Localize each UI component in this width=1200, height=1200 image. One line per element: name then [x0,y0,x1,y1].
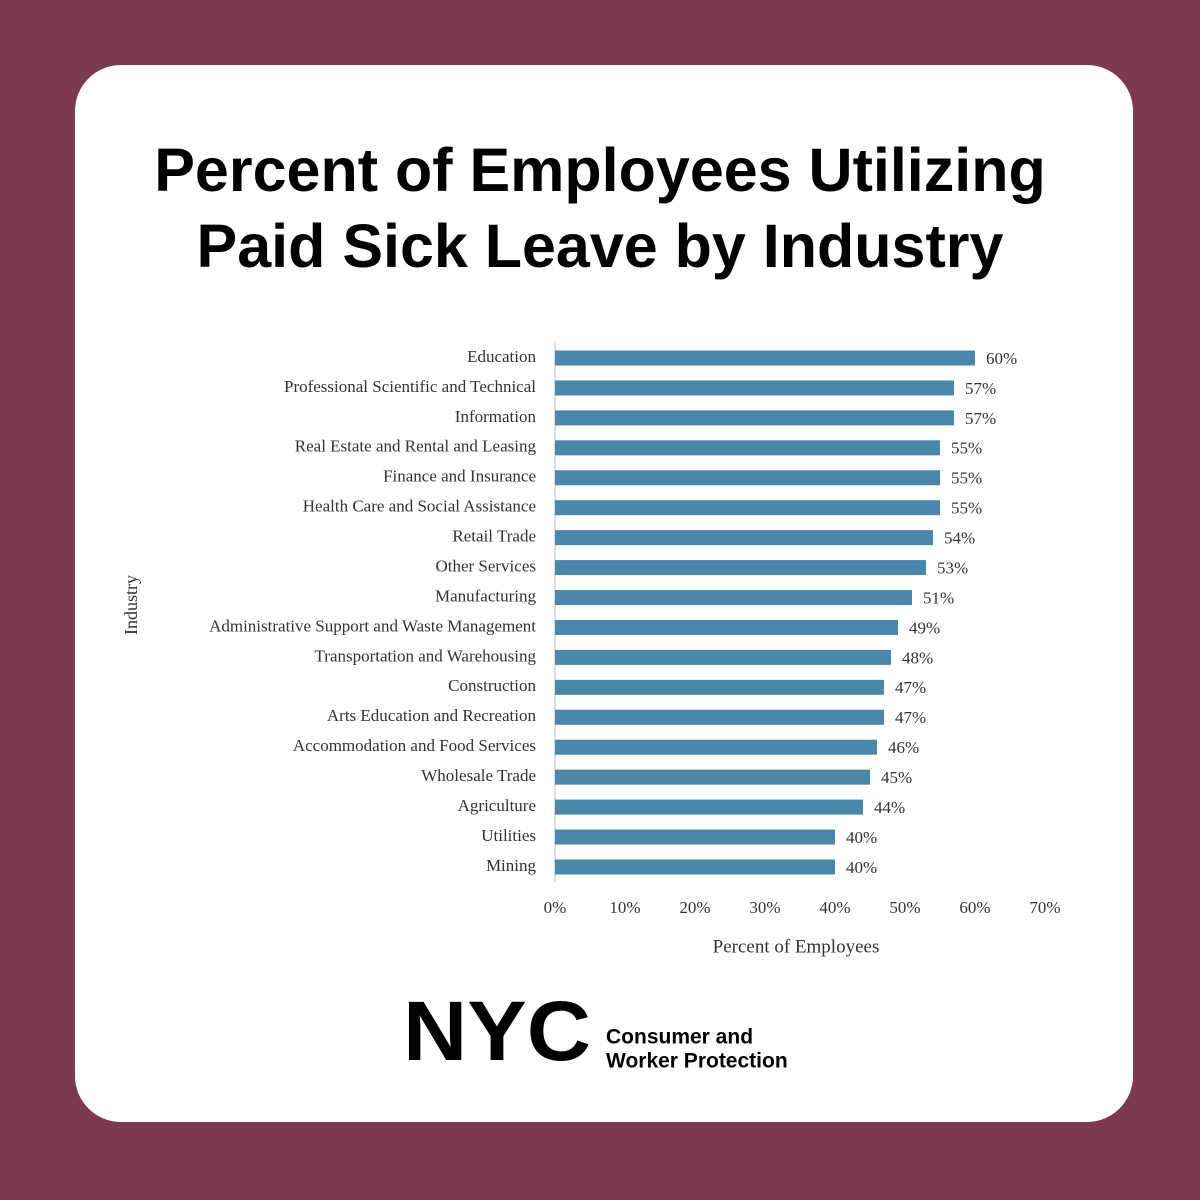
data-label: 53% [937,558,968,577]
data-label: 51% [923,588,954,607]
y-tick-label: Administrative Support and Waste Managem… [209,616,536,635]
bar [555,859,835,875]
data-label: 57% [965,379,996,398]
bar [555,619,898,635]
x-axis-title: Percent of Employees [713,936,880,957]
bar [555,739,877,755]
data-label: 44% [874,798,905,817]
logo-text: Worker Protection [606,1050,788,1073]
x-tick-label: 0% [544,898,567,917]
y-tick-label: Professional Scientific and Technical [284,377,536,396]
bar [555,649,891,665]
y-tick-label: Finance and Insurance [383,467,536,486]
data-label: 45% [881,768,912,787]
bar [555,769,870,785]
y-tick-label: Real Estate and Rental and Leasing [295,437,537,456]
bar [555,500,940,516]
x-tick-label: 70% [1029,898,1060,917]
y-tick-label: Manufacturing [435,586,537,605]
data-label: 40% [846,828,877,847]
y-tick-label: Utilities [481,826,536,845]
y-tick-label: Retail Trade [452,527,536,546]
y-axis-title: Industry [121,575,141,635]
data-label: 55% [951,469,982,488]
bar [555,440,940,456]
y-tick-label: Arts Education and Recreation [327,706,537,725]
y-tick-label: Mining [486,856,537,875]
data-label: 55% [951,439,982,458]
bar [555,350,975,366]
y-tick-label: Transportation and Warehousing [315,646,537,665]
logo-mark: NYC [403,984,591,1078]
bar [555,470,940,486]
y-tick-label: Agriculture [458,796,536,815]
y-tick-label: Education [467,347,536,366]
y-tick-label: Construction [448,676,536,695]
y-tick-label: Information [455,407,537,426]
x-tick-label: 40% [819,898,850,917]
data-label: 47% [895,678,926,697]
x-tick-label: 30% [749,898,780,917]
data-label: 48% [902,648,933,667]
y-tick-label: Other Services [435,556,536,575]
bar [555,590,912,606]
bar [555,829,835,845]
data-label: 55% [951,499,982,518]
bar [555,380,954,396]
logo-text: Consumer and [606,1026,753,1049]
y-tick-label: Health Care and Social Assistance [303,497,536,516]
data-label: 40% [846,858,877,877]
y-tick-label: Wholesale Trade [421,766,536,785]
bar [555,410,954,426]
bar [555,799,863,815]
data-label: 47% [895,708,926,727]
x-tick-label: 20% [679,898,710,917]
bar [555,530,933,546]
y-tick-label: Accommodation and Food Services [293,736,536,755]
data-label: 46% [888,738,919,757]
bar [555,709,884,725]
data-label: 57% [965,409,996,428]
data-label: 49% [909,618,940,637]
bar [555,679,884,695]
x-tick-label: 50% [889,898,920,917]
chart-title: Percent of Employees Utilizing Paid Sick… [154,136,1046,280]
data-label: 60% [986,349,1017,368]
x-tick-label: 60% [959,898,990,917]
x-tick-label: 10% [609,898,640,917]
data-label: 54% [944,529,975,548]
bar [555,560,926,576]
